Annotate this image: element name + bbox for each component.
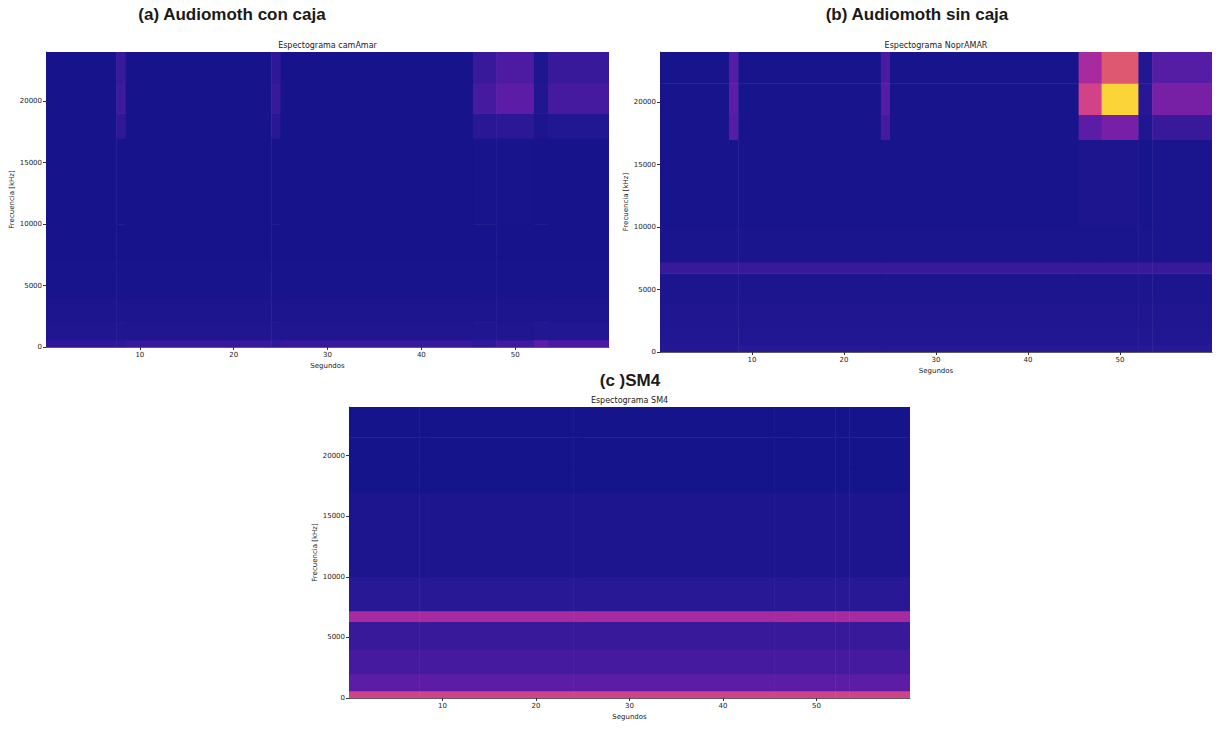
svg-text:30: 30 <box>625 702 634 710</box>
svg-text:10: 10 <box>748 356 757 364</box>
svg-text:10000: 10000 <box>634 223 656 231</box>
svg-text:30: 30 <box>323 351 332 359</box>
svg-text:40: 40 <box>1024 356 1033 364</box>
svg-text:40: 40 <box>719 702 728 710</box>
svg-text:50: 50 <box>1116 356 1125 364</box>
svg-text:0: 0 <box>341 694 345 702</box>
svg-text:10: 10 <box>438 702 447 710</box>
svg-text:Segundos: Segundos <box>919 367 954 375</box>
svg-text:Espectograma NoprAMAR: Espectograma NoprAMAR <box>885 41 988 50</box>
svg-text:0: 0 <box>38 343 42 351</box>
svg-text:0: 0 <box>652 348 656 356</box>
svg-text:5000: 5000 <box>24 282 42 290</box>
svg-text:(c )SM4: (c )SM4 <box>600 371 661 390</box>
svg-text:15000: 15000 <box>323 512 345 520</box>
svg-text:20: 20 <box>532 702 541 710</box>
svg-text:50: 50 <box>511 351 520 359</box>
svg-text:Espectograma SM4: Espectograma SM4 <box>591 396 668 405</box>
svg-text:Frecuencia [kHz]: Frecuencia [kHz] <box>8 170 16 229</box>
svg-text:20000: 20000 <box>20 97 42 105</box>
svg-text:10000: 10000 <box>20 220 42 228</box>
svg-text:5000: 5000 <box>327 633 345 641</box>
svg-text:10: 10 <box>135 351 144 359</box>
svg-text:20: 20 <box>229 351 238 359</box>
svg-text:10000: 10000 <box>323 573 345 581</box>
svg-text:Segundos: Segundos <box>310 362 345 370</box>
svg-text:(a) Audiomoth con caja: (a) Audiomoth con caja <box>138 5 326 24</box>
svg-text:40: 40 <box>417 351 426 359</box>
svg-text:5000: 5000 <box>638 286 656 294</box>
svg-text:30: 30 <box>932 356 941 364</box>
svg-text:Segundos: Segundos <box>612 713 647 721</box>
svg-text:50: 50 <box>812 702 821 710</box>
svg-text:(b) Audiomoth sin caja: (b) Audiomoth sin caja <box>826 5 1009 24</box>
svg-text:Frecuencia [kHz]: Frecuencia [kHz] <box>622 173 630 232</box>
svg-text:20000: 20000 <box>634 98 656 106</box>
svg-text:20: 20 <box>840 356 849 364</box>
svg-text:Frecuencia [kHz]: Frecuencia [kHz] <box>311 523 319 582</box>
svg-text:15000: 15000 <box>634 161 656 169</box>
svg-text:15000: 15000 <box>20 159 42 167</box>
svg-text:20000: 20000 <box>323 452 345 460</box>
svg-text:Espectograma camAmar: Espectograma camAmar <box>278 41 377 50</box>
